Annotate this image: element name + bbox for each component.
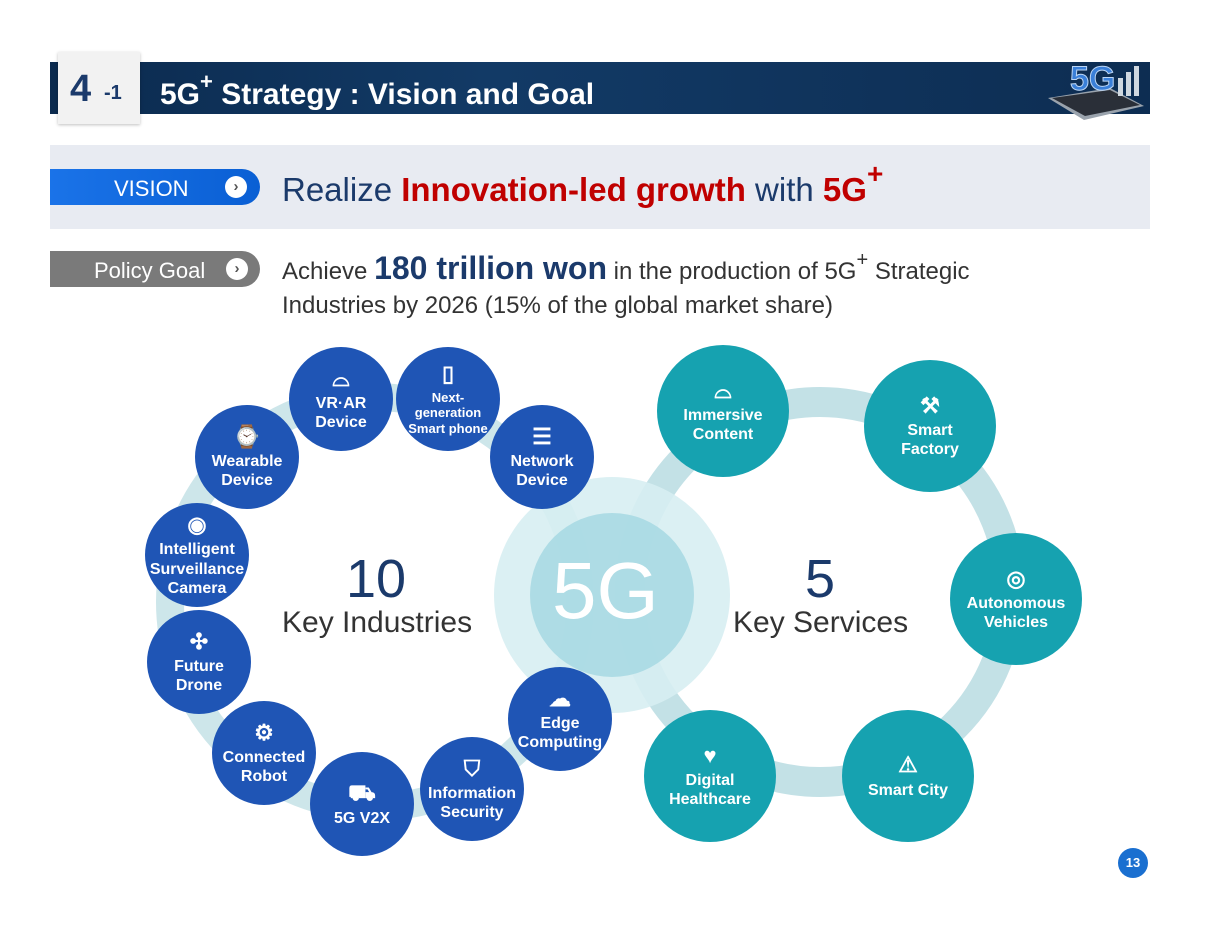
robot-arm-icon: ⚒ (920, 392, 940, 418)
page-title: 5G+ Strategy : Vision and Goal (160, 69, 595, 111)
industry-node: ⛟ 5G V2X (310, 752, 414, 856)
service-node: ⚠ Smart City (842, 710, 974, 842)
section-number: 4 (70, 68, 91, 110)
header-bar (50, 62, 1150, 114)
smartwatch-icon: ⌚ (233, 423, 261, 449)
vision-label: VISION (114, 176, 189, 201)
policy-goal-label: Policy Goal (94, 258, 206, 283)
industries-label: Key Industries (282, 606, 473, 639)
section-subnumber: -1 (104, 82, 122, 104)
robot-icon: ⚙ (254, 719, 274, 745)
center-5g-label: 5G (552, 546, 659, 635)
smartphone-icon: ▯ (441, 361, 455, 387)
page-number: 13 (1118, 848, 1148, 878)
service-node: ⚒ Smart Factory (864, 360, 996, 492)
service-node: ♥ Digital Healthcare (644, 710, 776, 842)
industry-node: ⚙ Connected Robot (212, 701, 316, 805)
services-count: 5 (805, 549, 836, 609)
industry-node: ◉ Intelligent Surveillance Camera (145, 503, 249, 607)
vision-statement: Realize Innovation-led growth with 5G+ (282, 158, 884, 208)
camera-icon: ◉ (187, 512, 207, 538)
industry-node: ⌚ Wearable Device (195, 405, 299, 509)
siren-icon: ⚠ (898, 752, 918, 778)
cloud-server-icon: ☁ (549, 685, 571, 711)
industry-node: ☁ Edge Computing (508, 667, 612, 771)
svg-text:5G: 5G (1070, 60, 1115, 98)
vr-headset-icon: ⌓ (714, 377, 732, 403)
shield-check-icon: ⛉ (463, 755, 481, 781)
industry-node: ☰ Network Device (490, 405, 594, 509)
industry-node: ⌓ VR·AR Device (289, 347, 393, 451)
drone-icon: ✣ (189, 628, 209, 654)
industries-count: 10 (346, 549, 407, 609)
policy-goal-line-2: Industries by 2026 (15% of the global ma… (282, 292, 833, 319)
steering-wheel-icon: ◎ (1006, 565, 1026, 591)
policy-goal-line-1: Achieve 180 trillion won in the producti… (282, 249, 970, 286)
services-label: Key Services (733, 606, 909, 639)
chevron-right-icon: › (226, 258, 248, 280)
5g-phone-logo-icon: 5G (1048, 60, 1144, 120)
heart-pulse-icon: ♥ (703, 742, 717, 768)
industry-node: ⛉ Information Security (420, 737, 524, 841)
vr-headset-icon: ⌓ (332, 365, 350, 391)
policy-goal-pill (50, 251, 260, 287)
center-core (530, 513, 694, 677)
industry-node: ✣ Future Drone (147, 610, 251, 714)
service-node: ◎ Autonomous Vehicles (950, 533, 1082, 665)
server-icon: ☰ (532, 423, 552, 449)
industry-node: ▯ Next-generation Smart phone (396, 347, 500, 451)
chevron-right-icon: › (225, 176, 247, 198)
section-number-box (58, 52, 140, 124)
service-node: ⌓ Immersive Content (657, 345, 789, 477)
car-icon: ⛟ (348, 780, 376, 806)
